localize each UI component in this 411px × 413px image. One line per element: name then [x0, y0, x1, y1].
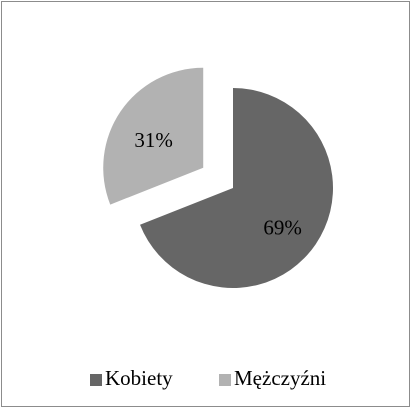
pie-slice [140, 88, 333, 289]
legend-swatch [219, 374, 231, 386]
legend-label: Mężczyźni [234, 366, 326, 390]
pie-slice [103, 67, 204, 205]
legend-label: Kobiety [105, 366, 173, 390]
data-label: 69% [263, 216, 302, 240]
data-label: 31% [134, 128, 173, 152]
legend-swatch [90, 374, 102, 386]
